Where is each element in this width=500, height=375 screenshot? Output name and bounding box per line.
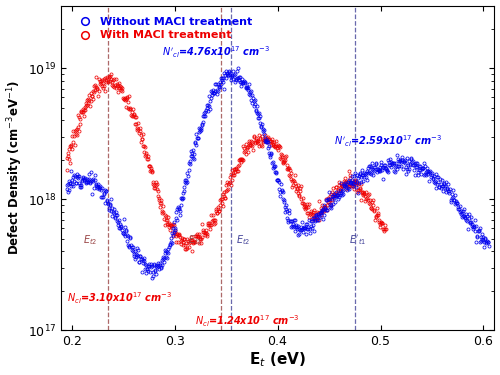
- Text: $E_{t2}$: $E_{t2}$: [83, 233, 98, 247]
- Text: $N'_{cl}$=2.59x10$^{17}$ cm$^{-3}$: $N'_{cl}$=2.59x10$^{17}$ cm$^{-3}$: [334, 133, 442, 148]
- Text: $E_{t2}$: $E_{t2}$: [236, 233, 251, 247]
- Y-axis label: Defect Density (cm$^{-3}$eV$^{-1}$): Defect Density (cm$^{-3}$eV$^{-1}$): [6, 80, 25, 255]
- Text: $E_{t1}$: $E_{t1}$: [188, 233, 202, 247]
- Text: $N_{cl}$=3.10x10$^{17}$ cm$^{-3}$: $N_{cl}$=3.10x10$^{17}$ cm$^{-3}$: [66, 291, 172, 306]
- X-axis label: E$_t$ (eV): E$_t$ (eV): [249, 351, 306, 369]
- Text: $N'_{cl}$=4.76x10$^{17}$ cm$^{-3}$: $N'_{cl}$=4.76x10$^{17}$ cm$^{-3}$: [162, 45, 270, 60]
- Text: $E'_{t1}$: $E'_{t1}$: [349, 233, 366, 247]
- Text: $N_{cl}$=1.24x10$^{17}$ cm$^{-3}$: $N_{cl}$=1.24x10$^{17}$ cm$^{-3}$: [195, 313, 300, 328]
- Legend: Without MACl treatment, With MACl treatment: Without MACl treatment, With MACl treatm…: [72, 14, 254, 43]
